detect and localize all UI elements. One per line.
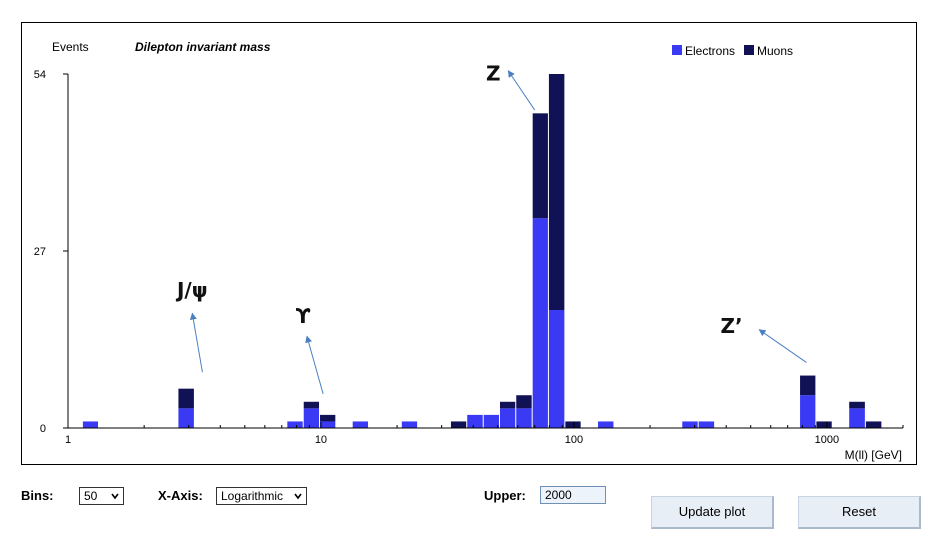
chart-frame: 0 27 54 1 10 100 1000 Events Dilepton invariant … [21,22,917,465]
update-plot-button[interactable]: Update plot [651,496,774,529]
xaxis-label: X-Axis: [158,488,203,503]
bar-electrons-2 [287,421,303,428]
x-tick-label: 100 [565,434,583,446]
annotation-label-2: Z [486,62,501,86]
annotation-label-0: J/ψ [175,278,208,302]
bar-electrons-16 [682,421,698,428]
annotation-arrow-0 [189,312,203,373]
reset-button[interactable]: Reset [798,496,921,529]
bar-electrons-11 [516,408,532,428]
bar-electrons-9 [483,414,500,428]
bar-muons-20 [849,401,865,409]
bar-electrons-17 [698,421,715,428]
y-axis-label: Events [52,40,89,54]
chevron-down-icon [111,493,119,500]
bar-electrons-8 [467,414,483,428]
annotation-arrow-3 [758,329,807,363]
bar-muons-21 [865,421,882,428]
legend-electrons-label: Electrons [685,44,735,58]
bar-electrons-5 [352,421,369,428]
bar-electrons-0 [82,421,98,428]
legend-electrons-swatch [672,45,682,55]
chevron-down-icon [294,493,302,500]
legend-muons-label: Muons [757,44,793,58]
bar-electrons-20 [849,408,865,428]
bar-muons-3 [303,401,320,409]
x-tick-label: 10 [315,434,327,446]
bar-electrons-6 [401,421,418,428]
bar-electrons-10 [500,408,516,428]
annotation-label-3: Z’ [720,314,742,338]
x-axis-label: M(ll) [GeV] [845,448,902,462]
annotation-label-1: ϒ [296,304,312,328]
dilepton-mass-chart: 0 27 54 1 10 100 1000 Events Dilepton invariant … [34,40,904,462]
annotation-arrow-1 [305,335,324,395]
bar-muons-4 [320,414,336,422]
y-tick-label: 54 [34,69,46,81]
annotation-arrow-2 [507,70,536,111]
y-tick-label: 0 [40,423,46,435]
bar-muons-12 [532,113,548,219]
x-tick-label: 1000 [815,434,839,446]
y-tick-label: 27 [34,246,46,258]
upper-input-value: 2000 [545,488,572,502]
upper-input[interactable]: 2000 [540,486,606,504]
upper-label: Upper: [484,488,526,503]
xaxis-select-value: Logarithmic [221,489,284,503]
bar-electrons-18 [800,395,816,428]
bar-muons-1 [178,388,194,409]
bar-muons-13 [548,74,565,310]
bar-electrons-3 [303,408,320,428]
bar-muons-7 [450,421,467,428]
bar-electrons-13 [548,310,565,428]
chart-title: Dilepton invariant mass [135,40,271,54]
bins-select[interactable]: 50 [79,487,124,505]
bar-electrons-12 [532,218,548,428]
bar-electrons-15 [598,421,614,428]
bar-muons-10 [500,401,516,409]
legend-muons-swatch [744,45,754,55]
bar-muons-11 [516,395,532,409]
bar-muons-18 [800,375,816,396]
bar-electrons-4 [320,421,336,428]
xaxis-select[interactable]: Logarithmic [216,487,307,505]
x-tick-label: 1 [65,434,71,446]
bar-muons-19 [816,421,832,428]
bar-electrons-1 [178,408,194,428]
bar-muons-14 [565,421,581,428]
bins-select-value: 50 [84,489,98,503]
bins-label: Bins: [21,488,54,503]
